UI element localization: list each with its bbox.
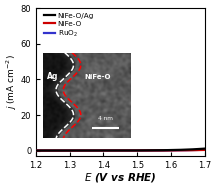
NiFe-O/Ag [134,149,137,152]
RuO$_2$ [35,149,37,152]
NiFe-O [134,149,137,152]
NiFe-O [35,149,37,152]
X-axis label: $E$ (V vs RHE): $E$ (V vs RHE) [84,171,157,184]
NiFe-O [78,149,81,152]
RuO$_2$ [147,149,150,152]
Line: NiFe-O: NiFe-O [36,150,205,151]
RuO$_2$ [134,149,137,152]
NiFe-O/Ag [35,149,37,152]
NiFe-O [111,149,114,152]
RuO$_2$ [78,149,81,152]
RuO$_2$ [203,149,206,151]
NiFe-O [147,149,150,152]
Legend: NiFe-O/Ag, NiFe-O, RuO$_2$: NiFe-O/Ag, NiFe-O, RuO$_2$ [43,12,95,39]
NiFe-O/Ag [65,149,67,152]
NiFe-O/Ag [203,147,206,150]
NiFe-O/Ag [78,149,81,152]
NiFe-O/Ag [111,149,114,152]
NiFe-O [203,149,206,151]
NiFe-O/Ag [147,149,150,152]
RuO$_2$ [65,149,67,152]
RuO$_2$ [162,149,164,152]
RuO$_2$ [111,149,114,152]
NiFe-O/Ag [162,149,164,151]
Y-axis label: $j$ (mA cm$^{-2}$): $j$ (mA cm$^{-2}$) [5,54,19,110]
NiFe-O [162,149,164,152]
NiFe-O [65,149,67,152]
Line: NiFe-O/Ag: NiFe-O/Ag [36,149,205,151]
Line: RuO$_2$: RuO$_2$ [36,150,205,151]
